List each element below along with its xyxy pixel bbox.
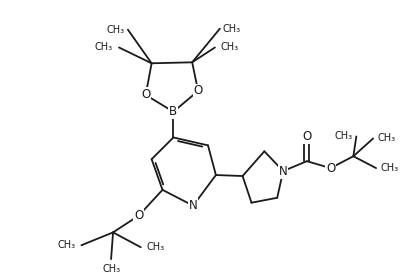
Text: N: N	[188, 199, 197, 212]
Text: CH₃: CH₃	[107, 25, 125, 35]
Text: CH₃: CH₃	[95, 43, 113, 52]
Text: CH₃: CH₃	[376, 133, 394, 144]
Text: O: O	[301, 130, 311, 143]
Text: CH₃: CH₃	[379, 163, 397, 173]
Text: O: O	[325, 162, 335, 175]
Text: CH₃: CH₃	[102, 264, 120, 274]
Text: CH₃: CH₃	[220, 43, 238, 52]
Text: O: O	[193, 84, 202, 97]
Text: O: O	[134, 209, 143, 222]
Text: B: B	[169, 105, 177, 118]
Text: O: O	[141, 88, 150, 102]
Text: CH₃: CH₃	[57, 240, 75, 250]
Text: CH₃: CH₃	[222, 24, 240, 34]
Text: N: N	[278, 164, 287, 177]
Text: CH₃: CH₃	[333, 131, 351, 142]
Text: CH₃: CH₃	[146, 242, 164, 252]
